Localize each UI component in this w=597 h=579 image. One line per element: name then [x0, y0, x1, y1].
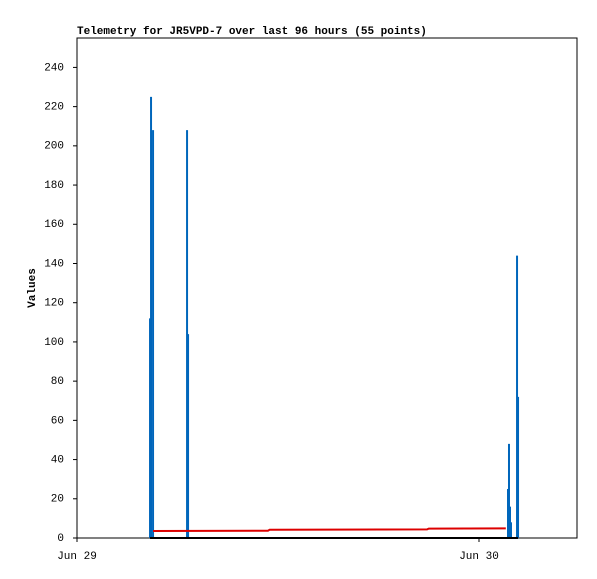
plot-area	[76, 37, 578, 539]
x-tick-label: Jun 30	[459, 551, 499, 563]
y-tick-label: 80	[51, 376, 64, 388]
y-tick-label: 140	[44, 258, 64, 270]
y-tick-label: 100	[44, 337, 64, 349]
x-tick-label: Jun 29	[57, 551, 97, 563]
y-tick-label: 60	[51, 415, 64, 427]
y-axis-title: Values	[27, 268, 39, 308]
chart-title: Telemetry for JR5VPD-7 over last 96 hour…	[77, 26, 427, 38]
y-tick-label: 180	[44, 180, 64, 192]
y-tick-label: 220	[44, 102, 64, 114]
y-tick-label: 240	[44, 62, 64, 74]
y-tick-label: 40	[51, 454, 64, 466]
y-tick-label: 120	[44, 298, 64, 310]
y-tick-label: 0	[57, 533, 64, 545]
line	[153, 527, 506, 532]
y-tick-label: 20	[51, 494, 64, 506]
y-tick-label: 200	[44, 141, 64, 153]
y-tick-label: 160	[44, 219, 64, 231]
